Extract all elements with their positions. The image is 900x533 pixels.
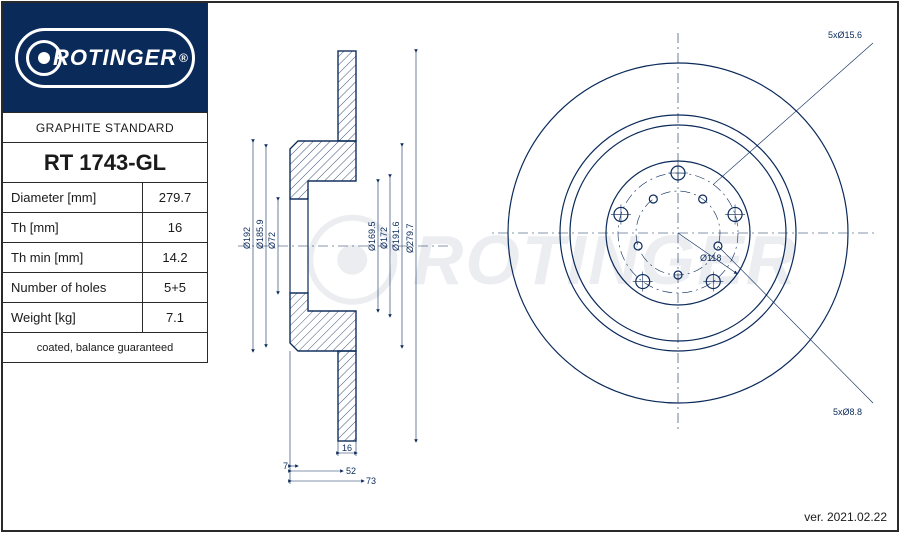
logo-dot-icon bbox=[26, 40, 62, 76]
spec-footnote: coated, balance guaranteed bbox=[3, 333, 207, 362]
drawing-area: ROTINGER bbox=[208, 3, 897, 530]
dim-t4: 73 bbox=[366, 476, 376, 486]
dim-t1: 7 bbox=[283, 461, 288, 471]
spec-value: 5+5 bbox=[143, 273, 207, 302]
spec-label: Th [mm] bbox=[3, 213, 143, 242]
table-row: Number of holes 5+5 bbox=[3, 273, 207, 303]
dim-d4: Ø169.5 bbox=[367, 221, 377, 251]
spec-subtitle: GRAPHITE STANDARD bbox=[3, 113, 207, 142]
part-number: RT 1743-GL bbox=[3, 143, 207, 182]
brand-logo: ROTINGER® bbox=[15, 28, 195, 88]
spec-label: Th min [mm] bbox=[3, 243, 143, 272]
footnote-row: coated, balance guaranteed bbox=[3, 333, 207, 363]
table-row: Th [mm] 16 bbox=[3, 213, 207, 243]
table-row: Weight [kg] 7.1 bbox=[3, 303, 207, 333]
dim-d5: Ø172 bbox=[379, 227, 389, 249]
dim-d1: Ø192 bbox=[242, 227, 252, 249]
spec-value: 279.7 bbox=[143, 183, 207, 212]
dim-d2: Ø185.9 bbox=[255, 219, 265, 249]
spec-label: Weight [kg] bbox=[3, 303, 143, 332]
svg-text:5xØ8.8: 5xØ8.8 bbox=[833, 407, 862, 417]
registered-mark: ® bbox=[179, 51, 189, 65]
spec-value: 7.1 bbox=[143, 303, 207, 332]
table-row: Th min [mm] 14.2 bbox=[3, 243, 207, 273]
spec-subtitle-row: GRAPHITE STANDARD bbox=[3, 113, 207, 143]
dim-d3: Ø72 bbox=[267, 232, 277, 249]
table-row: Diameter [mm] 279.7 bbox=[3, 183, 207, 213]
spec-value: 16 bbox=[143, 213, 207, 242]
svg-text:5xØ15.6: 5xØ15.6 bbox=[828, 30, 862, 40]
dim-d6: Ø191.6 bbox=[391, 221, 401, 251]
cross-section-view: Ø192 Ø185.9 Ø72 Ø169.5 Ø172 Ø191.6 Ø279.… bbox=[238, 21, 448, 491]
spec-label: Diameter [mm] bbox=[3, 183, 143, 212]
front-view: Ø118 5xØ15.6 5xØ8.8 bbox=[488, 13, 888, 473]
spec-table: GRAPHITE STANDARD RT 1743-GL Diameter [m… bbox=[3, 113, 208, 363]
dim-d7: Ø279.7 bbox=[405, 223, 415, 253]
logo-panel: ROTINGER® bbox=[3, 3, 208, 113]
spec-value: 14.2 bbox=[143, 243, 207, 272]
drawing-frame: ROTINGER® GRAPHITE STANDARD RT 1743-GL D… bbox=[1, 1, 899, 532]
svg-text:Ø118: Ø118 bbox=[700, 253, 721, 263]
dim-t3: 52 bbox=[346, 466, 356, 476]
part-number-row: RT 1743-GL bbox=[3, 143, 207, 183]
dim-t2: 16 bbox=[342, 443, 352, 453]
spec-label: Number of holes bbox=[3, 273, 143, 302]
